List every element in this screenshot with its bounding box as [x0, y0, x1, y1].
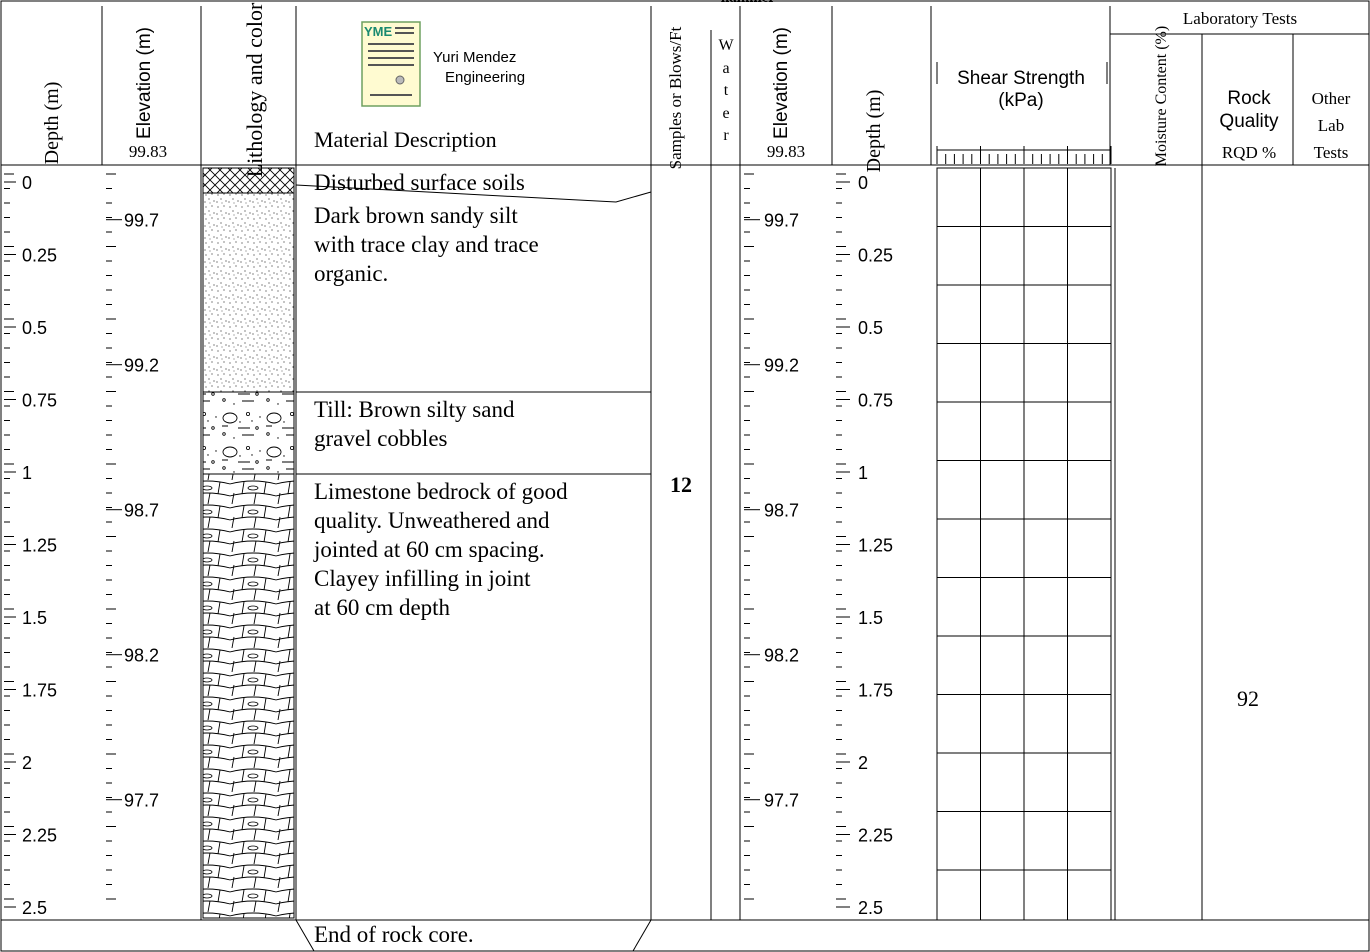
lithology-sandy-silt	[202, 192, 295, 393]
column-dividers	[1, 6, 1369, 921]
logo-badge: YME	[364, 24, 393, 39]
depth-tick-label: 0	[22, 173, 32, 193]
depth-tick-label: 1.25	[858, 536, 893, 556]
ground-elevation-2: 99.83	[767, 142, 805, 161]
shear-scale-bracket	[936, 62, 1108, 84]
depth-tick-label: 0.75	[858, 391, 893, 411]
depth-tick-label: 0.75	[22, 391, 57, 411]
depth-tick-label: 0.5	[858, 318, 883, 338]
other-tests-line3: Tests	[1314, 143, 1349, 162]
sample-blows-value: 12	[670, 472, 692, 497]
elevation-header-2: Elevation (m)	[771, 27, 792, 139]
description-sandy-silt: organic.	[314, 261, 388, 286]
elevation-tick-label: 99.2	[124, 356, 159, 376]
end-note: End of rock core.	[314, 922, 474, 947]
shear-units-header: (kPa)	[998, 90, 1043, 111]
svg-text:t: t	[724, 82, 729, 99]
shear-strength-grid	[936, 167, 1112, 921]
depth-tick-label: 2.25	[22, 826, 57, 846]
shear-scale-ticks	[936, 146, 1112, 164]
description-fill: Disturbed surface soils	[314, 170, 525, 195]
depth-tick-label: 1.5	[858, 608, 883, 628]
depth-tick-label: 0	[858, 173, 868, 193]
depth-header: Depth (m)	[41, 82, 63, 165]
description-limestone: Limestone bedrock of good	[314, 479, 568, 504]
rqd-header-line3: RQD %	[1222, 143, 1276, 162]
elevation-tick-label: 99.2	[764, 356, 799, 376]
lithology-limestone	[202, 473, 295, 919]
other-tests-line2: Lab	[1318, 116, 1344, 135]
depth-tick-label: 2.5	[858, 898, 883, 918]
description-till: gravel cobbles	[314, 426, 448, 451]
depth-tick-label: 2.25	[858, 826, 893, 846]
depth-elevation-scales: 0 0 0.25 0.25 0.5 0.5 0.75 0.75 1 1 1.25 1.25 1.5 1.5…	[4, 173, 893, 918]
moisture-header: Moisture Content (%)	[1153, 26, 1170, 166]
depth-tick-label: 2	[858, 753, 868, 773]
depth-tick-label: 1.5	[22, 608, 47, 628]
elevation-tick-label: 98.2	[764, 646, 799, 666]
description-sandy-silt: with trace clay and trace	[314, 232, 539, 257]
depth-tick-label: 1.25	[22, 536, 57, 556]
description-limestone: at 60 cm depth	[314, 595, 451, 620]
elevation-tick-label: 99.7	[124, 211, 159, 231]
company-name-line2: Engineering	[445, 69, 525, 86]
depth-tick-label: 0.25	[858, 246, 893, 266]
water-header: W a t e r	[718, 37, 734, 144]
svg-text:W: W	[718, 37, 734, 54]
description-till: Till: Brown silty sand	[314, 397, 515, 422]
elevation-tick-label: 98.7	[124, 501, 159, 521]
samples-header: Samples or Blows/Ft	[666, 26, 685, 169]
depth-tick-label: 0.5	[22, 318, 47, 338]
lab-tests-header: Laboratory Tests	[1183, 9, 1297, 28]
elevation-tick-label: 99.7	[764, 211, 799, 231]
depth-tick-label: 2.5	[22, 898, 47, 918]
depth-tick-label: 1	[858, 463, 868, 483]
lithology-header: Lithology and color	[242, 2, 267, 177]
material-descriptions: Disturbed surface soils Dark brown sandy …	[313, 170, 568, 620]
ground-elevation: 99.83	[129, 142, 167, 161]
svg-text:a: a	[722, 60, 729, 77]
description-sandy-silt: Dark brown sandy silt	[314, 203, 518, 228]
depth-tick-label: 1.75	[22, 681, 57, 701]
rqd-header-line1: Rock	[1227, 88, 1271, 109]
description-limestone: jointed at 60 cm spacing.	[313, 537, 545, 562]
company-name-line1: Yuri Mendez	[433, 49, 516, 66]
description-limestone: quality. Unweathered and	[314, 508, 550, 533]
lithology-column	[202, 167, 295, 919]
description-boundaries	[295, 184, 652, 952]
elevation-tick-label: 98.2	[124, 646, 159, 666]
rqd-header-line2: Quality	[1219, 111, 1279, 132]
elevation-header: Elevation (m)	[134, 27, 155, 139]
lithology-fill	[202, 167, 295, 194]
depth-header-2: Depth (m)	[863, 90, 885, 173]
lithology-till	[202, 391, 295, 475]
description-limestone: Clayey infilling in joint	[314, 566, 531, 591]
depth-tick-label: 2	[22, 753, 32, 773]
material-description-header: Material Description	[314, 127, 497, 152]
elevation-tick-label: 97.7	[764, 791, 799, 811]
shear-strength-header: Shear Strength	[957, 68, 1085, 89]
top-cutoff-text: hammer	[721, 0, 775, 6]
other-tests-line1: Other	[1312, 89, 1351, 108]
svg-text:e: e	[722, 105, 729, 122]
rqd-value: 92	[1237, 686, 1259, 711]
depth-tick-label: 0.25	[22, 246, 57, 266]
elevation-tick-label: 97.7	[124, 791, 159, 811]
depth-tick-label: 1.75	[858, 681, 893, 701]
elevation-tick-label: 98.7	[764, 501, 799, 521]
depth-tick-label: 1	[22, 463, 32, 483]
svg-text:r: r	[723, 127, 729, 144]
company-logo: YME	[361, 21, 421, 107]
